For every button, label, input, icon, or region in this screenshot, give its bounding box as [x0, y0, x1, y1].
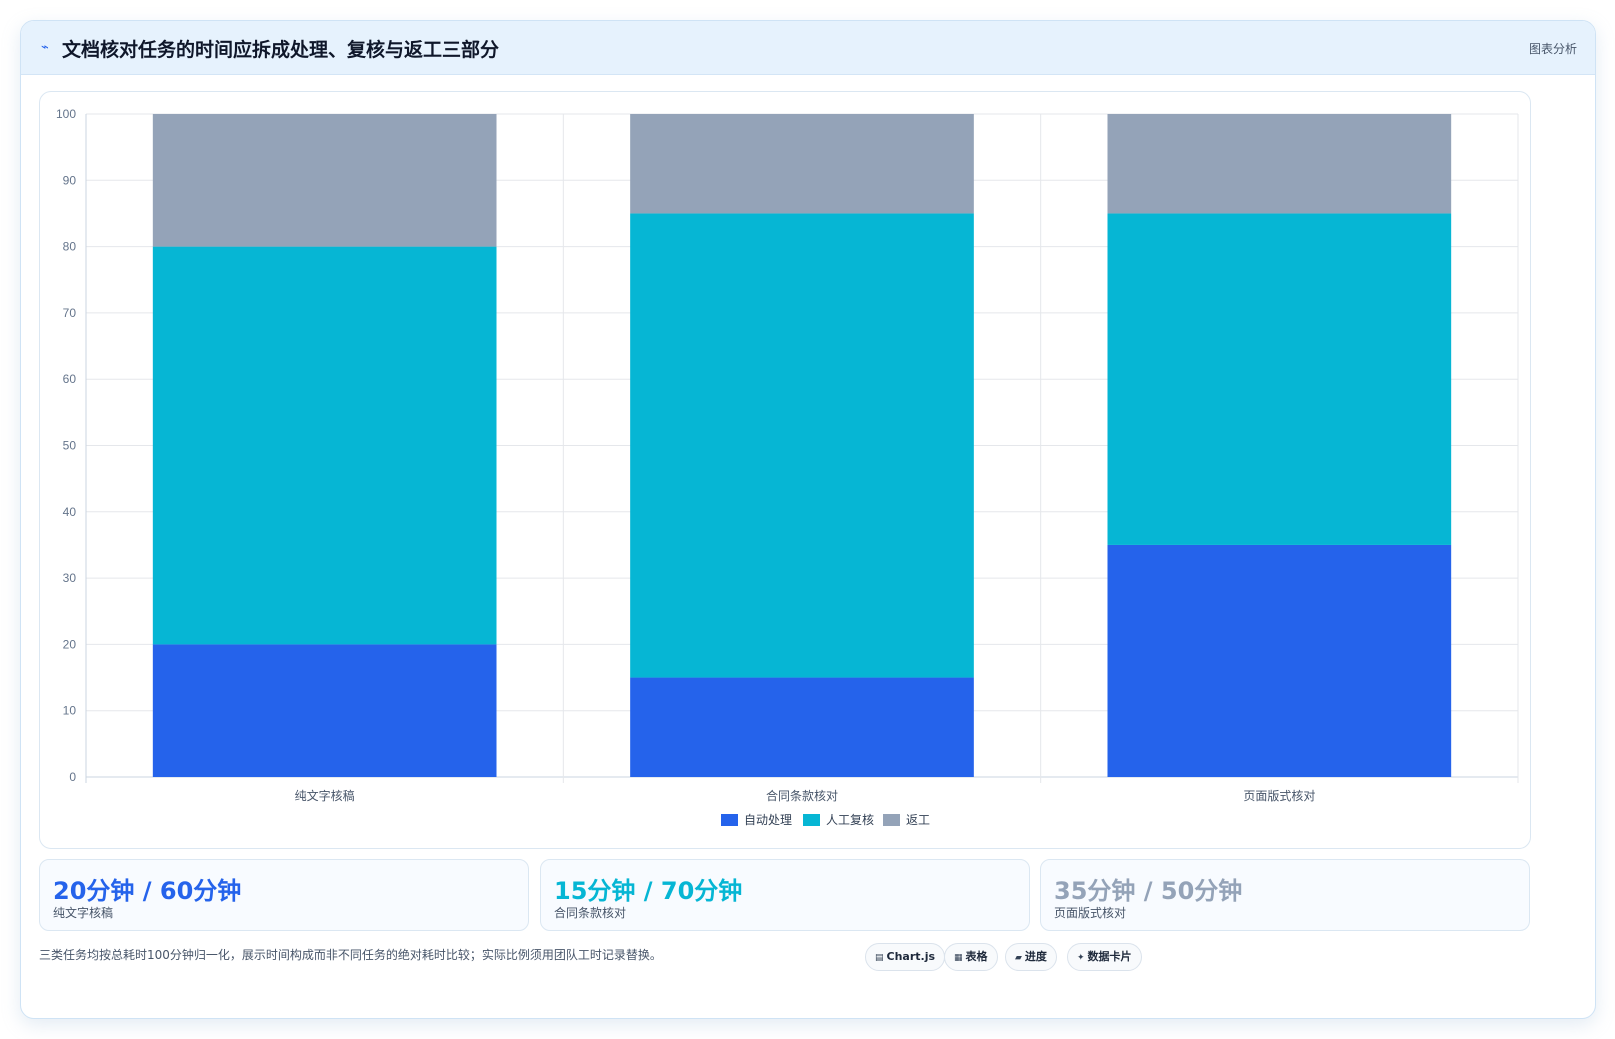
bar-segment — [1107, 213, 1452, 545]
y-tick-label: 30 — [63, 571, 77, 585]
legend-swatch — [883, 814, 900, 826]
y-tick-label: 80 — [63, 240, 77, 254]
chart-analysis-tag: 图表分析 — [1528, 42, 1577, 56]
chip-label: 数据卡片 — [1087, 950, 1132, 963]
chart-panel: 0 10 20 30 40 50 60 70 80 90 100 纯文字核稿 合同条款核对 页面版式核对自… — [39, 91, 1531, 849]
chart-card: ⌁ 文档核对任务的时间应拆成处理、复核与返工三部分 图表分析 0 10 20 30 40… — [20, 20, 1596, 1019]
bar-segment — [630, 677, 974, 777]
stat-card-layout: 35分钟 / 50分钟 页面版式核对 — [1040, 859, 1530, 931]
card-header: ⌁ 文档核对任务的时间应拆成处理、复核与返工三部分 图表分析 — [21, 21, 1595, 75]
card-title: 文档核对任务的时间应拆成处理、复核与返工三部分 — [62, 39, 500, 61]
chip-label: Chart.js — [886, 950, 936, 963]
bar-segment — [152, 644, 497, 777]
stat-label: 页面版式核对 — [1054, 906, 1127, 920]
progress-icon: ▰ — [1015, 953, 1022, 963]
chip-table[interactable]: ▦ 表格 — [944, 943, 998, 971]
legend-label: 返工 — [906, 813, 930, 827]
stat-value: 20分钟 / 60分钟 — [53, 877, 242, 905]
y-tick-label: 0 — [69, 770, 76, 784]
y-tick-label: 20 — [63, 637, 77, 651]
bar-segment — [152, 114, 497, 247]
stat-card-contract: 15分钟 / 70分钟 合同条款核对 — [540, 859, 1030, 931]
y-tick-label: 90 — [63, 173, 77, 187]
x-tick-label: 纯文字核稿 — [295, 788, 355, 803]
y-tick-label: 50 — [63, 439, 77, 453]
legend-swatch — [721, 814, 738, 826]
stat-label: 合同条款核对 — [554, 906, 627, 920]
bar-segment — [630, 213, 974, 678]
y-tick-label: 100 — [56, 107, 76, 121]
y-tick-label: 10 — [63, 704, 77, 718]
chip-label: 进度 — [1024, 950, 1047, 963]
y-tick-label: 60 — [63, 372, 77, 386]
chip-progress[interactable]: ▰ 进度 — [1005, 943, 1057, 971]
x-tick-label: 合同条款核对 — [766, 788, 838, 803]
chip-chartjs[interactable]: ▤ Chart.js — [865, 943, 946, 971]
sparkle-icon: ✦ — [1077, 953, 1085, 963]
pulse-icon: ⌁ — [41, 40, 49, 55]
stat-value: 15分钟 / 70分钟 — [554, 877, 743, 905]
chip-data-card[interactable]: ✦ 数据卡片 — [1067, 943, 1142, 971]
chart-icon: ▤ — [875, 953, 884, 963]
x-tick-label: 页面版式核对 — [1243, 789, 1315, 803]
y-tick-label: 40 — [63, 505, 77, 519]
bar-segment — [152, 246, 497, 645]
footnote: 三类任务均按总耗时100分钟归一化，展示时间构成而非不同任务的绝对耗时比较；实际… — [39, 948, 662, 962]
stat-value: 35分钟 / 50分钟 — [1054, 877, 1243, 905]
stat-label: 纯文字核稿 — [53, 906, 114, 920]
bar-segment — [630, 114, 974, 214]
bar-segment — [1107, 114, 1452, 214]
chip-label: 表格 — [965, 950, 988, 963]
legend-swatch — [803, 814, 820, 826]
stat-card-plain-text: 20分钟 / 60分钟 纯文字核稿 — [39, 859, 529, 931]
bar-segment — [1107, 544, 1452, 777]
y-tick-label: 70 — [63, 306, 77, 320]
table-icon: ▦ — [954, 953, 963, 963]
legend-label: 自动处理 — [744, 813, 792, 827]
stat-cards: 20分钟 / 60分钟 纯文字核稿 15分钟 / 70分钟 合同条款核对 35分… — [39, 859, 1531, 931]
stacked-bar-chart: 0 10 20 30 40 50 60 70 80 90 100 纯文字核稿 合同条款核对 页面版式核对自… — [56, 107, 1519, 827]
legend-label: 人工复核 — [826, 813, 874, 827]
